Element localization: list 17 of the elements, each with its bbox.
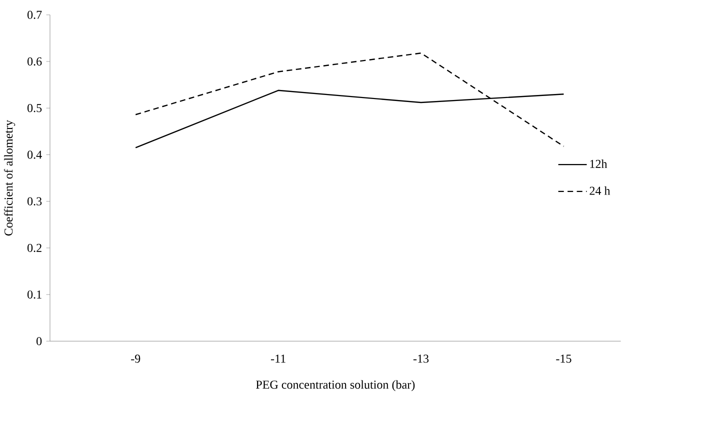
x-tick-label: -11: [270, 354, 286, 362]
y-tick-label: 0: [36, 336, 42, 346]
y-tick-label: 0.1: [27, 290, 42, 298]
y-tick-label: 0.5: [27, 104, 42, 112]
y-tick-label: 0.6: [27, 57, 42, 66]
legend-label: 24 h: [590, 186, 610, 195]
y-tick-label: 0.4: [27, 150, 42, 159]
y-axis-title: Coefficient of allometry: [4, 120, 16, 236]
y-tick-label: 0.7: [27, 10, 42, 19]
y-tick-label: 0.3: [27, 197, 42, 206]
x-axis-title: PEG concentration solution (bar): [256, 380, 415, 391]
x-tick-label: -9: [131, 354, 140, 363]
legend-label: 12h: [590, 159, 608, 168]
y-tick-label: 0.2: [27, 244, 42, 252]
x-tick-label: -13: [413, 354, 429, 363]
x-tick-label: -15: [556, 354, 572, 363]
line-series: [135, 52, 564, 147]
